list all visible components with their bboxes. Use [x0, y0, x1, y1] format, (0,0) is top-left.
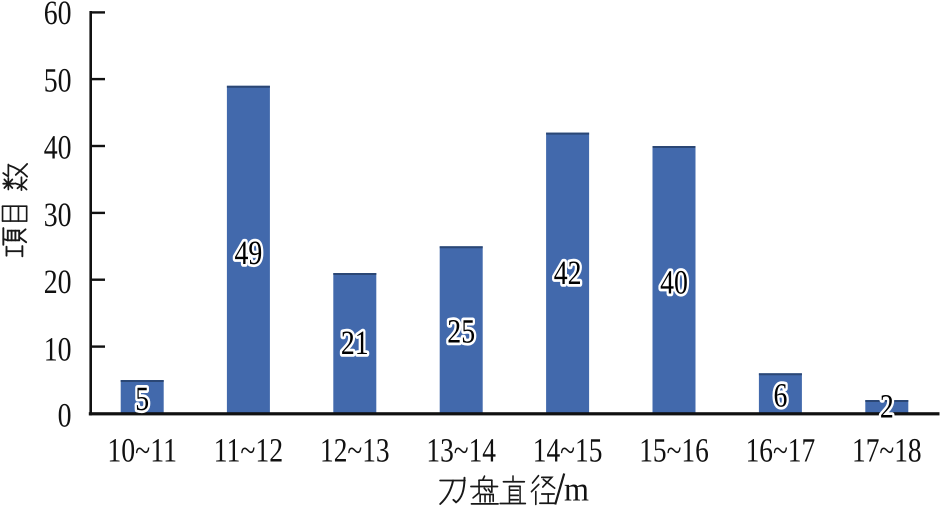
svg-text:10~11: 10~11 — [107, 432, 177, 469]
svg-text:42: 42 — [554, 255, 582, 292]
svg-text:m: m — [564, 472, 589, 509]
svg-text:14~15: 14~15 — [533, 432, 603, 469]
svg-text:25: 25 — [447, 313, 475, 350]
svg-text:40: 40 — [660, 265, 688, 302]
svg-text:50: 50 — [44, 62, 72, 99]
svg-text:6: 6 — [773, 378, 787, 415]
svg-text:17~18: 17~18 — [852, 432, 922, 469]
svg-text:40: 40 — [44, 130, 72, 167]
svg-text:15~16: 15~16 — [639, 432, 709, 469]
svg-text:16~17: 16~17 — [746, 432, 816, 469]
svg-text:20: 20 — [44, 264, 72, 301]
svg-text:49: 49 — [235, 235, 263, 272]
svg-text:12~13: 12~13 — [320, 432, 390, 469]
svg-text:21: 21 — [341, 325, 369, 362]
svg-text:30: 30 — [44, 197, 72, 234]
svg-text:11~12: 11~12 — [214, 432, 284, 469]
svg-text:2: 2 — [880, 388, 894, 425]
svg-text:5: 5 — [135, 381, 149, 418]
svg-text:0: 0 — [58, 397, 72, 434]
svg-text:60: 60 — [44, 0, 72, 32]
svg-text:13~14: 13~14 — [426, 432, 496, 469]
svg-text:10: 10 — [44, 332, 72, 369]
